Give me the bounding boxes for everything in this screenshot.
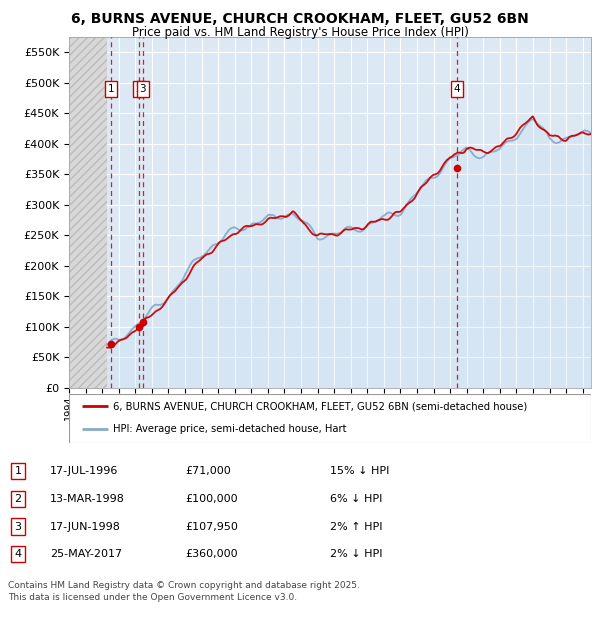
Text: 15% ↓ HPI: 15% ↓ HPI xyxy=(330,466,389,476)
Text: £71,000: £71,000 xyxy=(185,466,231,476)
Text: Contains HM Land Registry data © Crown copyright and database right 2025.: Contains HM Land Registry data © Crown c… xyxy=(8,582,360,590)
Text: 2% ↑ HPI: 2% ↑ HPI xyxy=(330,521,383,531)
Text: 17-JUN-1998: 17-JUN-1998 xyxy=(50,521,121,531)
Text: Price paid vs. HM Land Registry's House Price Index (HPI): Price paid vs. HM Land Registry's House … xyxy=(131,26,469,39)
Text: 3: 3 xyxy=(140,84,146,94)
Text: 17-JUL-1996: 17-JUL-1996 xyxy=(50,466,118,476)
Text: 2: 2 xyxy=(14,494,22,504)
Text: 1: 1 xyxy=(108,84,115,94)
Text: £360,000: £360,000 xyxy=(185,549,238,559)
Text: 6, BURNS AVENUE, CHURCH CROOKHAM, FLEET, GU52 6BN (semi-detached house): 6, BURNS AVENUE, CHURCH CROOKHAM, FLEET,… xyxy=(113,401,527,411)
Text: 4: 4 xyxy=(14,549,22,559)
Text: 1: 1 xyxy=(14,466,22,476)
Text: 13-MAR-1998: 13-MAR-1998 xyxy=(50,494,125,504)
Text: 6, BURNS AVENUE, CHURCH CROOKHAM, FLEET, GU52 6BN: 6, BURNS AVENUE, CHURCH CROOKHAM, FLEET,… xyxy=(71,12,529,27)
Text: This data is licensed under the Open Government Licence v3.0.: This data is licensed under the Open Gov… xyxy=(8,593,297,602)
Text: 4: 4 xyxy=(454,84,460,94)
FancyBboxPatch shape xyxy=(69,394,591,443)
Bar xyxy=(69,37,107,387)
Text: HPI: Average price, semi-detached house, Hart: HPI: Average price, semi-detached house,… xyxy=(113,425,347,435)
Text: 25-MAY-2017: 25-MAY-2017 xyxy=(50,549,122,559)
Text: 6% ↓ HPI: 6% ↓ HPI xyxy=(330,494,382,504)
Text: 2: 2 xyxy=(135,84,142,94)
Text: £100,000: £100,000 xyxy=(185,494,238,504)
Text: £107,950: £107,950 xyxy=(185,521,238,531)
Text: 3: 3 xyxy=(14,521,22,531)
Text: 2% ↓ HPI: 2% ↓ HPI xyxy=(330,549,383,559)
